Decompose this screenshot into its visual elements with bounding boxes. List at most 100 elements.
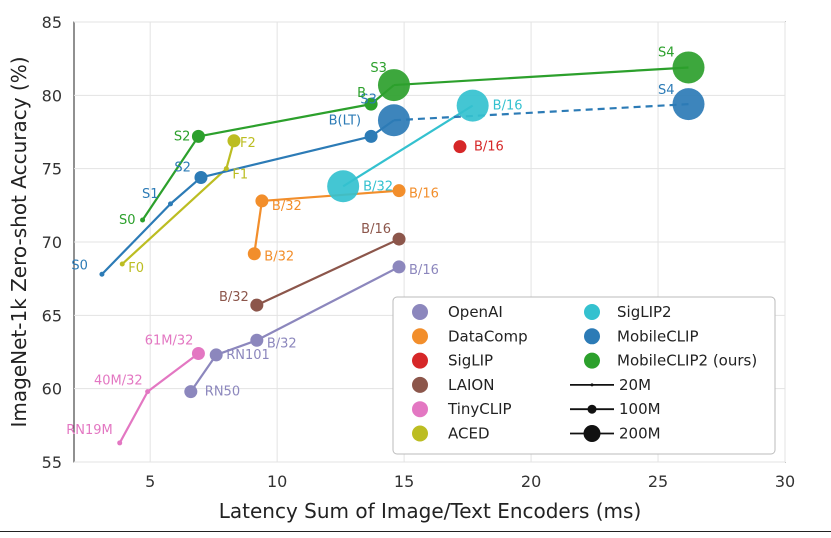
datacomp-point <box>247 247 261 261</box>
laion-segment <box>256 238 400 307</box>
bottom-rule <box>0 531 831 532</box>
mobileclip-segment <box>101 203 172 276</box>
tinyclip-point <box>191 346 205 360</box>
legend-marker <box>412 304 428 320</box>
mobileclip-point <box>99 271 105 277</box>
openai-point-label: B/16 <box>409 263 439 278</box>
aced-point <box>223 166 229 172</box>
legend-box <box>392 296 776 455</box>
mobileclip2-ours-point <box>672 51 705 84</box>
x-tick-label: 25 <box>648 472 668 491</box>
tinyclip-point <box>117 440 123 446</box>
legend-entry-label: MobileCLIP <box>617 327 699 345</box>
mobileclip-point-label: S0 <box>71 258 88 273</box>
x-tick-label: 30 <box>775 472 795 491</box>
mobileclip2-ours-point-label: S2 <box>174 129 191 144</box>
datacomp-point <box>255 194 269 208</box>
tick-labels: 5 10 15 20 25 30 55 60 65 70 75 80 85 <box>42 13 796 491</box>
legend-size-label: 20M <box>619 376 651 394</box>
legend-size-marker <box>590 383 594 387</box>
mobileclip-point-label: S3 <box>360 92 377 107</box>
legend-size-marker <box>587 404 597 414</box>
mobileclip-segment <box>393 103 689 122</box>
mobileclip2-ours-point-label: B <box>357 86 366 101</box>
openai-segment <box>215 339 258 356</box>
openai-point <box>184 385 198 399</box>
datacomp-point-label: B/16 <box>409 187 439 202</box>
openai-point <box>392 260 406 274</box>
mobileclip2-ours-point-label: S4 <box>658 45 675 60</box>
mobileclip2-ours-point <box>191 129 205 143</box>
mobileclip-point-label: B(LT) <box>329 113 361 128</box>
tinyclip-point-label: RN19M <box>66 423 113 438</box>
tinyclip-point <box>145 389 151 395</box>
y-tick-label: 70 <box>42 233 62 252</box>
mobileclip2-ours-segment <box>141 135 200 221</box>
siglip2-point-label: B/32 <box>363 179 393 194</box>
legend-marker <box>412 376 428 393</box>
y-axis-title: ImageNet-1k Zero-shot Accuracy (%) <box>7 56 31 427</box>
x-tick-label: 10 <box>267 472 287 491</box>
legend-marker <box>412 425 428 442</box>
y-tick-label: 85 <box>42 13 62 32</box>
data-points <box>99 51 705 446</box>
laion-point <box>250 298 264 312</box>
legend-size-label: 200M <box>619 425 661 443</box>
mobileclip-point-label: S1 <box>142 187 159 202</box>
openai-point-label: RN50 <box>205 385 240 400</box>
mobileclip2-ours-point <box>364 97 378 111</box>
aced-point-label: F0 <box>128 261 144 276</box>
legend-entry-label: OpenAI <box>448 303 503 321</box>
x-tick-label: 20 <box>521 472 541 491</box>
y-tick-label: 60 <box>42 380 62 399</box>
mobileclip2-ours-point-label: S0 <box>119 213 136 228</box>
legend-entry-label: ACED <box>448 425 490 443</box>
aced-segment <box>121 167 228 265</box>
legend-marker <box>584 328 600 345</box>
x-axis-title: Latency Sum of Image/Text Encoders (ms) <box>219 499 642 523</box>
mobileclip2-ours-segment <box>393 66 689 87</box>
point-labels: RN50 RN101 B/32 B/16 B/32 B/32 B/16 B/16 B/32 B/1… <box>66 45 674 437</box>
siglip-point-label: B/16 <box>474 140 504 155</box>
laion-point <box>392 232 406 246</box>
mobileclip-point <box>167 201 173 207</box>
datacomp-point-label: B/32 <box>272 199 302 214</box>
openai-point <box>250 333 264 347</box>
siglip2-point <box>456 89 489 122</box>
tinyclip-point-label: 40M/32 <box>94 374 143 389</box>
legend-entry-label: SigLIP <box>448 352 493 370</box>
mobileclip2-ours-point <box>140 217 146 223</box>
openai-point-label: RN101 <box>226 348 270 363</box>
x-tick-label: 5 <box>145 472 155 491</box>
legend-entry-label: TinyCLIP <box>447 400 512 418</box>
mobileclip-point <box>377 104 410 137</box>
mobileclip-point <box>364 129 378 143</box>
mobileclip-point <box>194 170 208 184</box>
mobileclip-segment <box>200 135 372 179</box>
laion-point-label: B/16 <box>361 222 391 237</box>
siglip2-segment <box>342 104 474 188</box>
siglip2-point <box>327 170 360 203</box>
tinyclip-point-label: 61M/32 <box>145 333 194 348</box>
legend: OpenAI DataComp SigLIP LAION TinyCLIP ACED Sig… <box>392 296 776 455</box>
aced-point-label: F1 <box>232 168 248 183</box>
aced-point <box>227 134 241 148</box>
datacomp-point-label: B/32 <box>264 250 294 265</box>
openai-point <box>209 348 223 362</box>
legend-marker <box>584 304 600 320</box>
mobileclip-segment <box>169 176 202 205</box>
tinyclip-segment <box>118 391 149 444</box>
x-tick-label: 15 <box>394 472 414 491</box>
legend-entry-label: SigLIP2 <box>617 303 672 321</box>
siglip-point <box>453 140 467 154</box>
y-tick-label: 65 <box>42 306 62 325</box>
mobileclip2-ours-point-label: S3 <box>370 61 387 76</box>
laion-point-label: B/32 <box>219 290 249 305</box>
series-lines <box>101 66 689 444</box>
legend-marker <box>412 401 428 418</box>
aced-point <box>119 261 125 267</box>
siglip2-point-label: B/16 <box>493 99 523 114</box>
y-tick-label: 55 <box>42 453 62 472</box>
legend-marker <box>412 328 428 345</box>
